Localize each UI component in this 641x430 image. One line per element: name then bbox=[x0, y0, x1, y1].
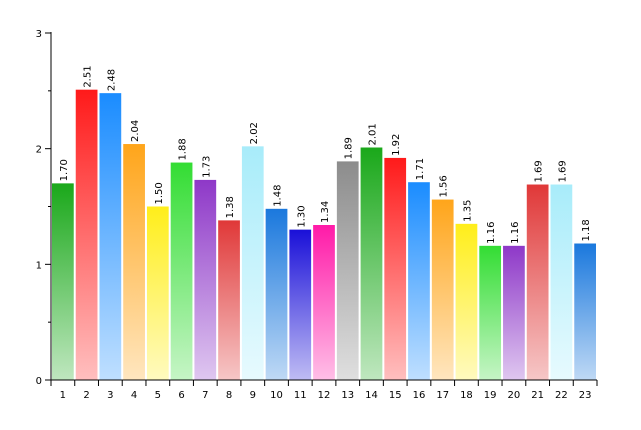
y-tick-label-0: 0 bbox=[36, 376, 42, 387]
value-label-21: 1.69 bbox=[534, 160, 545, 182]
value-label-6: 1.88 bbox=[178, 138, 189, 160]
bar-20 bbox=[503, 245, 525, 380]
value-label-18: 1.35 bbox=[462, 200, 473, 222]
bar-23 bbox=[574, 243, 596, 380]
x-tick-label-3: 3 bbox=[107, 390, 113, 401]
x-tick-label-8: 8 bbox=[226, 390, 232, 401]
bar-21 bbox=[526, 184, 549, 380]
bar-19 bbox=[479, 245, 502, 380]
y-tick-label-1: 1 bbox=[36, 260, 42, 271]
value-label-1: 1.70 bbox=[59, 159, 70, 181]
x-tick-label-19: 19 bbox=[484, 390, 497, 401]
x-tick-label-5: 5 bbox=[155, 390, 161, 401]
x-tick-label-23: 23 bbox=[579, 390, 592, 401]
value-label-11: 1.30 bbox=[296, 205, 307, 227]
x-tick-label-16: 16 bbox=[413, 390, 426, 401]
x-tick-label-6: 6 bbox=[178, 390, 184, 401]
value-label-15: 1.92 bbox=[391, 134, 402, 156]
value-label-10: 1.48 bbox=[273, 185, 284, 207]
value-label-19: 1.16 bbox=[486, 222, 497, 244]
value-label-17: 1.56 bbox=[439, 175, 450, 197]
y-tick-label-3: 3 bbox=[36, 29, 42, 40]
bar-8 bbox=[218, 220, 240, 380]
value-label-20: 1.16 bbox=[510, 222, 521, 244]
bar-13 bbox=[336, 161, 359, 380]
value-label-12: 1.34 bbox=[320, 201, 331, 223]
bar-6 bbox=[170, 162, 193, 380]
x-tick-label-11: 11 bbox=[294, 390, 307, 401]
value-label-8: 1.38 bbox=[225, 196, 236, 218]
bar-11 bbox=[289, 229, 312, 380]
value-label-23: 1.18 bbox=[581, 219, 592, 241]
bars-layer bbox=[52, 89, 596, 381]
bar-18 bbox=[455, 223, 478, 380]
axes-layer bbox=[45, 32, 598, 386]
x-tick-label-22: 22 bbox=[555, 390, 568, 401]
x-tick-label-9: 9 bbox=[250, 390, 256, 401]
bar-16 bbox=[408, 182, 430, 380]
value-label-14: 2.01 bbox=[367, 123, 378, 145]
value-label-9: 2.02 bbox=[249, 122, 260, 144]
x-tick-label-2: 2 bbox=[83, 390, 89, 401]
value-label-16: 1.71 bbox=[415, 158, 426, 180]
x-tick-label-12: 12 bbox=[318, 390, 331, 401]
x-tick-label-4: 4 bbox=[131, 390, 137, 401]
bar-4 bbox=[123, 144, 145, 380]
value-label-2: 2.51 bbox=[83, 65, 94, 87]
bar-2 bbox=[75, 89, 98, 381]
x-tick-label-7: 7 bbox=[202, 390, 208, 401]
value-label-7: 1.73 bbox=[201, 156, 212, 178]
x-tick-label-17: 17 bbox=[436, 390, 449, 401]
x-tick-label-14: 14 bbox=[365, 390, 378, 401]
x-tick-label-1: 1 bbox=[60, 390, 66, 401]
labels-layer: 1.70 1 2.51 2 2.48 3 2.04 4 1.50 5 1.88 6 1.73 7 1.38 8… bbox=[36, 29, 593, 401]
x-tick-label-15: 15 bbox=[389, 390, 402, 401]
bar-12 bbox=[313, 225, 335, 380]
bar-15 bbox=[384, 157, 407, 380]
bar-10 bbox=[265, 208, 288, 380]
y-tick-label-2: 2 bbox=[36, 145, 42, 156]
value-label-3: 2.48 bbox=[106, 69, 117, 91]
x-tick-label-20: 20 bbox=[508, 390, 521, 401]
value-label-5: 1.50 bbox=[154, 182, 165, 204]
bar-22 bbox=[550, 184, 573, 380]
value-label-4: 2.04 bbox=[130, 120, 141, 142]
bar-3 bbox=[99, 93, 122, 381]
bar-5 bbox=[146, 206, 169, 380]
bar-9 bbox=[241, 146, 264, 380]
x-tick-label-10: 10 bbox=[270, 390, 283, 401]
value-label-13: 1.89 bbox=[344, 137, 355, 159]
value-label-22: 1.69 bbox=[557, 160, 568, 182]
x-tick-label-21: 21 bbox=[531, 390, 544, 401]
bar-17 bbox=[431, 199, 454, 380]
x-tick-label-18: 18 bbox=[460, 390, 473, 401]
x-tick-label-13: 13 bbox=[341, 390, 354, 401]
bar-1 bbox=[52, 183, 74, 380]
bar-7 bbox=[194, 179, 217, 380]
bar-14 bbox=[360, 147, 383, 380]
